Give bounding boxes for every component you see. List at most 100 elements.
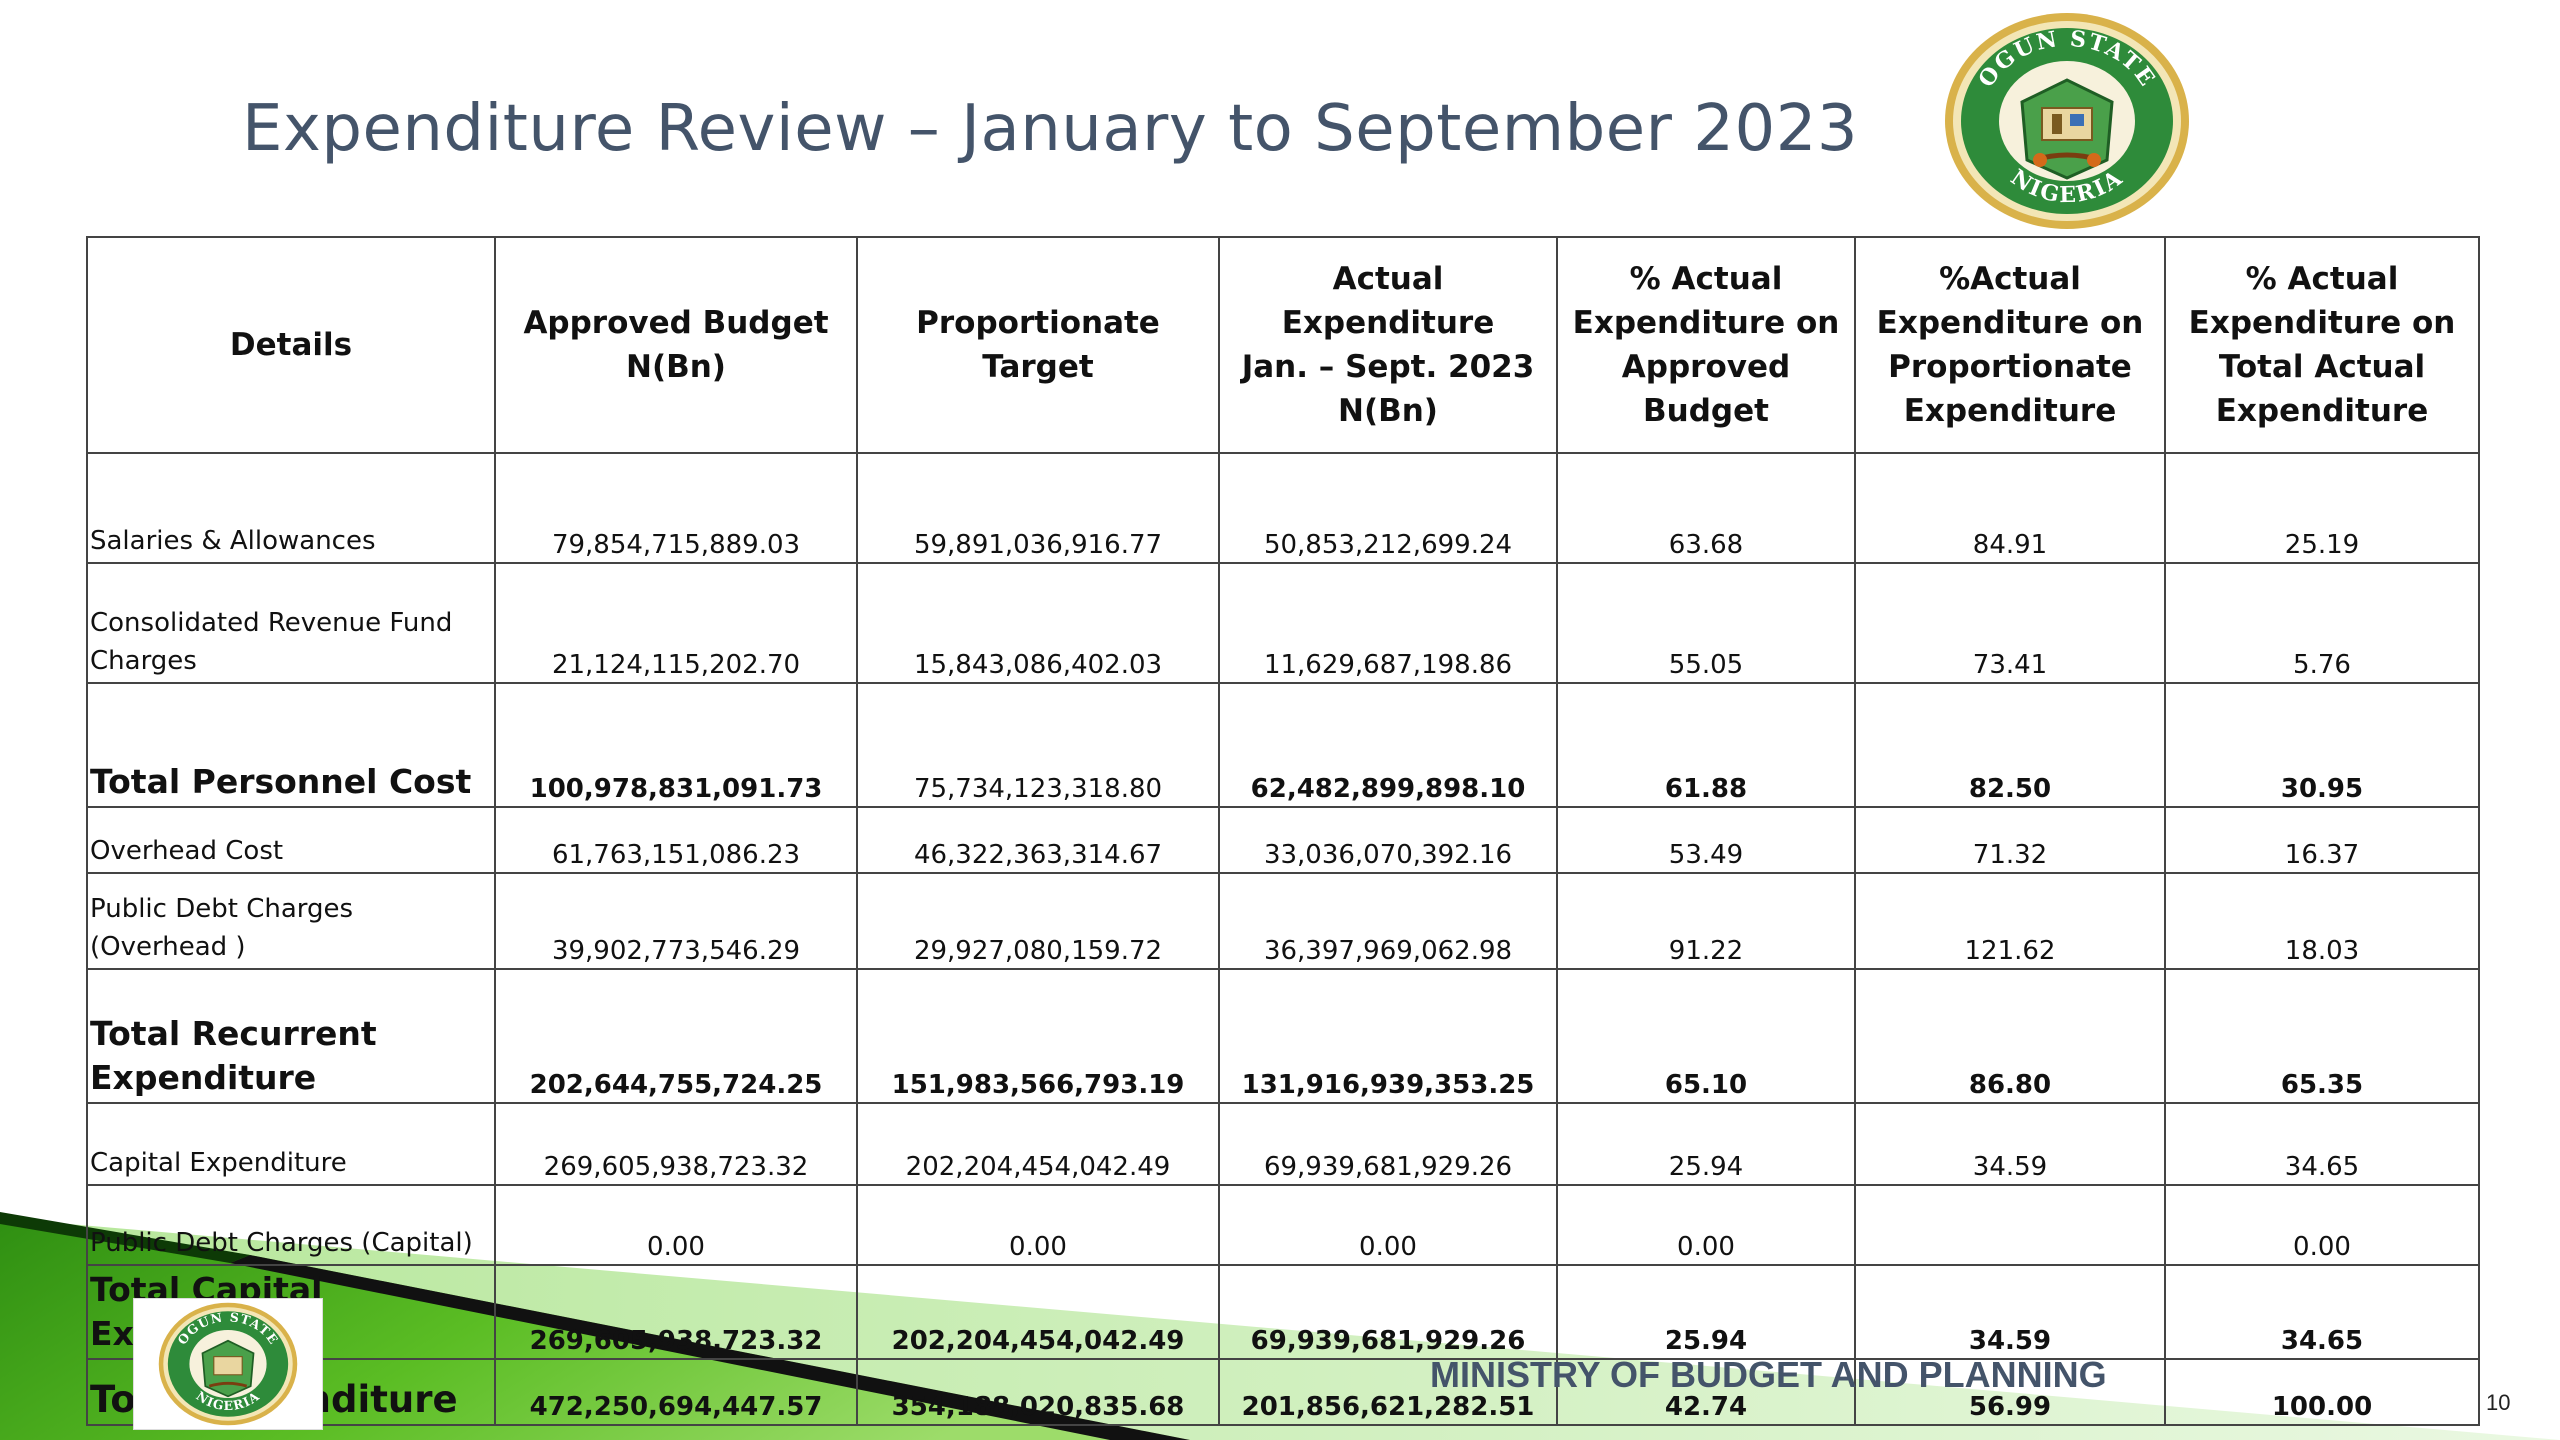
row-label-line: Consolidated Revenue Fund [90,608,453,638]
column-header: Proportionate Target [856,236,1220,454]
value-cell: 53.49 [1556,806,1856,874]
column-header: %Actual Expenditure on Proportionate Expend… [1854,236,2166,454]
value-cell [1854,1184,2166,1266]
value-cell: 69,939,681,929.26 [1218,1264,1558,1360]
value-cell: 5.76 [2164,562,2480,684]
header-row: Details Approved Budget N(Bn) Proportionate… [86,236,2480,454]
value-cell: 55.05 [1556,562,1856,684]
column-header-line: N(Bn) [1338,393,1438,429]
value-cell: 25.94 [1556,1102,1856,1186]
row-label: Total Recurrent Expenditure [86,968,496,1104]
value-cell: 82.50 [1854,682,2166,808]
value-cell: 30.95 [2164,682,2480,808]
table-total-row: Total Expenditure472,250,694,447.57354,1… [86,1358,2480,1426]
value-cell: 33,036,070,392.16 [1218,806,1558,874]
value-cell: 0.00 [494,1184,858,1266]
value-cell: 21,124,115,202.70 [494,562,858,684]
row-label-line: (Overhead ) [90,932,246,962]
row-label-line: Total Personnel Cost [90,762,472,801]
value-cell: 100,978,831,091.73 [494,682,858,808]
column-header-line: %Actual [1939,261,2081,297]
value-cell: 121.62 [1854,872,2166,970]
table-row: Overhead Cost 61,763,151,086.23 46,322,363… [86,806,2480,874]
row-label: Salaries & Allowances [86,452,496,564]
column-header-line: Proportionate [1888,349,2132,385]
value-cell: 0.00 [1218,1184,1558,1266]
value-cell: 34.59 [1854,1102,2166,1186]
value-cell: 29,927,080,159.72 [856,872,1220,970]
value-cell: 63.68 [1556,452,1856,564]
column-header-line: Expenditure [1903,393,2117,429]
column-header: Actual Expenditure Jan. – Sept. 2023 N(Bn) [1218,236,1558,454]
row-label-line: Public Debt Charges (Capital) [90,1228,473,1258]
value-cell: 0.00 [1556,1184,1856,1266]
column-header-line: Actual Expenditure [1281,261,1495,341]
expenditure-table: Details Approved Budget N(Bn) Proportionate… [86,236,2480,1426]
column-header: Details [86,236,496,454]
value-cell: 34.59 [1854,1264,2166,1360]
column-header-line: Total Actual [2218,349,2426,385]
value-cell: 86.80 [1854,968,2166,1104]
column-header-line: Proportionate Target [916,305,1160,385]
row-label: Total Personnel Cost [86,682,496,808]
slide-title: Expenditure Review – January to Septembe… [242,92,1859,166]
value-cell: 269,605,938,723.32 [494,1264,858,1360]
value-cell: 34.65 [2164,1264,2480,1360]
value-cell: 69,939,681,929.26 [1218,1102,1558,1186]
value-cell: 91.22 [1556,872,1856,970]
table-body: Salaries & Allowances 79,854,715,889.03 59… [86,452,2480,1426]
value-cell: 100.00 [2164,1358,2480,1426]
value-cell: 79,854,715,889.03 [494,452,858,564]
column-header: % Actual Expenditure on Approved Budget [1556,236,1856,454]
value-cell: 73.41 [1854,562,2166,684]
page-number: 10 [2486,1390,2511,1415]
value-cell: 202,644,755,724.25 [494,968,858,1104]
value-cell: 50,853,212,699.24 [1218,452,1558,564]
value-cell: 202,204,454,042.49 [856,1102,1220,1186]
value-cell: 202,204,454,042.49 [856,1264,1220,1360]
table-row: Capital Expenditure 269,605,938,723.32 202… [86,1102,2480,1186]
value-cell: 354,188,020,835.68 [856,1358,1220,1426]
column-header-line: Approved Budget [523,305,829,341]
ministry-footer: MINISTRY OF BUDGET AND PLANNING [1430,1354,2107,1395]
ogun-state-seal-small-logo: OGUN STATE NIGERIA [158,1302,298,1426]
row-label-line: Capital Expenditure [90,1148,347,1178]
row-label: Capital Expenditure [86,1102,496,1186]
value-cell: 15,843,086,402.03 [856,562,1220,684]
ogun-state-seal-logo: OGUN STATE NIGERIA [1945,13,2189,229]
table-total-row: Total Personnel Cost 100,978,831,091.73 75… [86,682,2480,808]
row-label: Consolidated Revenue Fund Charges [86,562,496,684]
column-header-line: Details [229,327,353,363]
row-label: Public Debt Charges (Overhead ) [86,872,496,970]
value-cell: 59,891,036,916.77 [856,452,1220,564]
value-cell: 151,983,566,793.19 [856,968,1220,1104]
row-label-line: Total Recurrent [90,1014,377,1053]
row-label: Public Debt Charges (Capital) [86,1184,496,1266]
table-row: Salaries & Allowances 79,854,715,889.03 59… [86,452,2480,564]
row-label-line: Expenditure [90,1058,317,1097]
value-cell: 269,605,938,723.32 [494,1102,858,1186]
value-cell: 25.94 [1556,1264,1856,1360]
value-cell: 472,250,694,447.57 [494,1358,858,1426]
value-cell: 84.91 [1854,452,2166,564]
footer-logo-frame: OGUN STATE NIGERIA [133,1298,323,1430]
value-cell: 65.10 [1556,968,1856,1104]
value-cell: 46,322,363,314.67 [856,806,1220,874]
table-total-row: Total Capital Expenditure269,605,938,723… [86,1264,2480,1360]
row-label-line: Overhead Cost [90,836,284,866]
value-cell: 42.74 [1556,1358,1856,1426]
table-row: Consolidated Revenue Fund Charges 21,124,1… [86,562,2480,684]
value-cell: 18.03 [2164,872,2480,970]
value-cell: 25.19 [2164,452,2480,564]
value-cell: 39,902,773,546.29 [494,872,858,970]
value-cell: 56.99 [1854,1358,2166,1426]
column-header-line: N(Bn) [626,349,726,385]
value-cell: 0.00 [2164,1184,2480,1266]
value-cell: 65.35 [2164,968,2480,1104]
value-cell: 201,856,621,282.51 [1218,1358,1558,1426]
column-header-line: Expenditure [2215,393,2429,429]
row-label: Overhead Cost [86,806,496,874]
value-cell: 61.88 [1556,682,1856,808]
column-header-line: Approved Budget [1621,349,1791,429]
table-row: Public Debt Charges (Capital) 0.00 0.00 0.0… [86,1184,2480,1266]
